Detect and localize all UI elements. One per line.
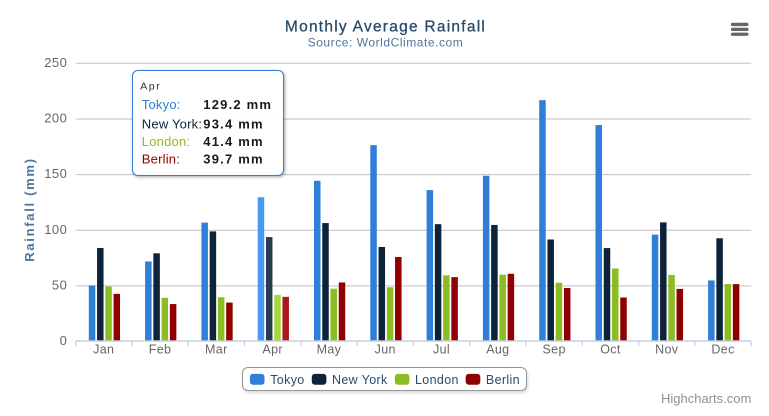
svg-text:Source: WorldClimate.com: Source: WorldClimate.com — [308, 36, 464, 50]
svg-text:50: 50 — [52, 277, 67, 292]
svg-text:Nov: Nov — [655, 343, 679, 357]
svg-text:Tokyo: Tokyo — [270, 373, 304, 387]
svg-text:0: 0 — [60, 333, 68, 348]
svg-text:Jul: Jul — [433, 343, 450, 357]
svg-text:Oct: Oct — [600, 343, 621, 357]
svg-text:Tokyo:: Tokyo: — [142, 97, 181, 112]
svg-text:Sep: Sep — [543, 343, 566, 357]
svg-text:Berlin:: Berlin: — [142, 151, 180, 166]
svg-text:129.2 mm: 129.2 mm — [203, 97, 272, 112]
svg-text:New York: New York — [332, 373, 388, 387]
svg-text:Mar: Mar — [205, 343, 228, 357]
svg-text:Feb: Feb — [149, 343, 172, 357]
svg-text:39.7 mm: 39.7 mm — [203, 151, 263, 166]
svg-text:Dec: Dec — [711, 343, 734, 357]
svg-text:Monthly Average Rainfall: Monthly Average Rainfall — [285, 19, 486, 36]
svg-text:200: 200 — [44, 111, 67, 126]
svg-text:Apr: Apr — [262, 343, 283, 357]
svg-text:100: 100 — [44, 222, 67, 237]
svg-text:London: London — [415, 373, 459, 387]
svg-text:Jun: Jun — [375, 343, 396, 357]
svg-text:Aug: Aug — [486, 343, 509, 357]
svg-text:Apr: Apr — [140, 81, 161, 93]
svg-text:May: May — [317, 343, 342, 357]
svg-text:Jan: Jan — [93, 343, 114, 357]
svg-text:Rainfall (mm): Rainfall (mm) — [22, 157, 37, 261]
svg-text:250: 250 — [44, 55, 67, 70]
svg-text:New York:: New York: — [142, 117, 202, 132]
svg-text:93.4 mm: 93.4 mm — [203, 117, 263, 132]
svg-text:150: 150 — [44, 166, 67, 181]
svg-text:London:: London: — [142, 134, 190, 149]
svg-text:Highcharts.com: Highcharts.com — [661, 391, 751, 406]
svg-text:41.4 mm: 41.4 mm — [203, 134, 263, 149]
svg-text:Berlin: Berlin — [486, 373, 520, 387]
